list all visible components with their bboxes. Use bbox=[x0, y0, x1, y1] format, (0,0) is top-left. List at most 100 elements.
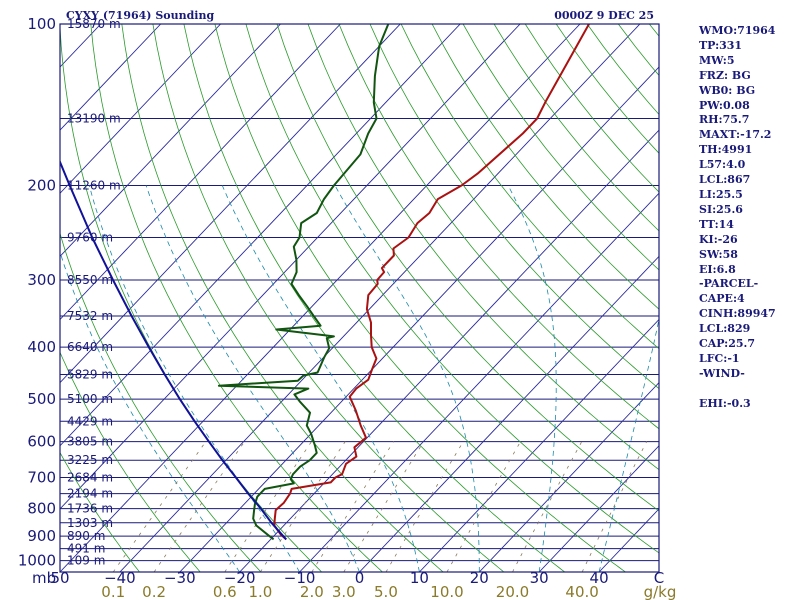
moist-adiabat-line bbox=[60, 250, 241, 572]
index-item bbox=[699, 382, 776, 397]
index-item: LCL:829 bbox=[699, 322, 751, 336]
pressure-tick-label: 100 bbox=[27, 15, 56, 33]
pressure-tick-label: 500 bbox=[27, 390, 56, 408]
mixing-ratio-line bbox=[581, 441, 648, 572]
temperature-tick-label: −10 bbox=[284, 569, 316, 587]
dry-adiabat-line bbox=[276, 24, 659, 512]
height-level-label: 8550 m bbox=[67, 273, 113, 287]
index-item: LCL:867 bbox=[699, 173, 751, 187]
mixing-ratio-line bbox=[385, 441, 464, 572]
mixing-ratio-label: 2.0 bbox=[300, 583, 324, 600]
mixing-ratio-line bbox=[311, 441, 395, 572]
height-level-label: 3225 m bbox=[67, 453, 113, 467]
isotherm-line bbox=[239, 129, 659, 572]
mixing-ratio-line bbox=[260, 441, 346, 572]
height-level-label: 5100 m bbox=[67, 392, 113, 406]
index-item: MW:5 bbox=[699, 53, 735, 67]
index-item: KI:-26 bbox=[699, 232, 738, 246]
isotherm-line bbox=[179, 66, 659, 572]
isotherm-line bbox=[60, 24, 221, 194]
index-item: TP:331 bbox=[699, 38, 743, 52]
pressure-tick-label: 900 bbox=[27, 527, 56, 545]
moist-adiabat-line bbox=[88, 185, 300, 572]
temperature-tick-label: 20 bbox=[470, 569, 489, 587]
pressure-tick-label: 1000 bbox=[18, 552, 56, 570]
moist-adiabat-line bbox=[221, 185, 420, 572]
index-item: TT:14 bbox=[699, 217, 734, 231]
dewpoint-profile bbox=[217, 24, 390, 541]
height-level-label: 109 m bbox=[67, 554, 105, 568]
index-item: SI:25.6 bbox=[699, 202, 743, 216]
index-item: EHI:-0.3 bbox=[699, 396, 751, 410]
height-level-label: 1736 m bbox=[67, 502, 113, 516]
height-level-label: 15870 m bbox=[67, 17, 121, 31]
moist-adiabat-line bbox=[334, 185, 480, 572]
height-level-label: 5829 m bbox=[67, 368, 113, 382]
index-item: LFC:-1 bbox=[699, 351, 740, 365]
parcel-profile bbox=[60, 159, 287, 541]
isotherm-line bbox=[478, 381, 659, 572]
height-level-label: 9760 m bbox=[67, 231, 113, 245]
temperature-tick-label: 40 bbox=[590, 569, 609, 587]
mixing-ratio-label: 1.0 bbox=[248, 583, 272, 600]
isotherm-line bbox=[60, 24, 581, 572]
dry-adiabat-line bbox=[60, 232, 262, 572]
chart-time: 0000Z 9 DEC 25 bbox=[554, 9, 654, 22]
moist-adiabat-line bbox=[507, 185, 557, 572]
mixing-ratio-label: g/kg bbox=[644, 583, 677, 600]
temperature-tick-label: 50 bbox=[50, 569, 69, 587]
height-level-label: 2194 m bbox=[67, 487, 113, 501]
mixing-ratio-line bbox=[512, 441, 583, 572]
chart-title: CYXY (71964) Sounding bbox=[66, 9, 214, 22]
profile-lines bbox=[60, 24, 590, 541]
index-item: RH:75.7 bbox=[699, 113, 750, 127]
pressure-tick-label: 700 bbox=[27, 469, 56, 487]
dry-adiabat-line bbox=[90, 24, 383, 572]
isotherm-line bbox=[60, 24, 281, 258]
sounding-indices-panel: WMO:71964 TP:331 MW:5 FRZ: BG WB0: BG PW:0.08… bbox=[699, 24, 776, 412]
isotherm-line bbox=[538, 445, 659, 572]
pressure-tick-label: 800 bbox=[27, 500, 56, 518]
isotherm-line bbox=[359, 255, 659, 572]
height-level-label: 11260 m bbox=[67, 179, 121, 193]
index-item: CINH:89947 bbox=[699, 307, 776, 321]
dry-adiabat-line bbox=[183, 24, 565, 572]
temperature-profile bbox=[273, 24, 590, 541]
mixing-ratio-line bbox=[224, 441, 312, 572]
dry-adiabat-line bbox=[338, 24, 659, 430]
mixing-ratio-label: 3.0 bbox=[332, 583, 356, 600]
temperature-tick-label: −20 bbox=[224, 569, 256, 587]
height-level-label: 7532 m bbox=[67, 309, 113, 323]
dry-adiabat-line bbox=[245, 24, 659, 554]
index-item: WMO:71964 bbox=[699, 24, 776, 37]
temperature-tick-label: 10 bbox=[410, 569, 429, 587]
index-item: FRZ: BG bbox=[699, 68, 751, 82]
mixing-ratio-label: 20.0 bbox=[496, 583, 529, 600]
dry-adiabat-line bbox=[400, 24, 659, 350]
height-level-label: 890 m bbox=[67, 529, 105, 543]
dry-adiabat-line bbox=[121, 24, 444, 572]
dry-adiabat-line bbox=[307, 24, 659, 471]
pressure-tick-label: 400 bbox=[27, 338, 56, 356]
mixing-ratio-label: 0.6 bbox=[213, 583, 237, 600]
isotherm-line bbox=[419, 318, 659, 572]
mixing-ratio-line bbox=[343, 441, 425, 572]
plot-frame bbox=[59, 23, 660, 573]
height-level-label: 13190 m bbox=[67, 111, 121, 125]
pressure-unit-label: mb bbox=[32, 569, 56, 587]
pressure-tick-label: 600 bbox=[27, 433, 56, 451]
isotherm-line bbox=[60, 24, 461, 447]
dry-adiabat-line bbox=[60, 351, 201, 572]
index-item: MAXT:-17.2 bbox=[699, 128, 772, 142]
dry-adiabat-line bbox=[369, 24, 659, 390]
height-level-label: 6640 m bbox=[67, 340, 113, 354]
height-level-label: 2684 m bbox=[67, 471, 113, 485]
pressure-tick-label: 200 bbox=[27, 177, 56, 195]
isotherm-line bbox=[60, 24, 162, 131]
height-level-label: 1303 m bbox=[67, 516, 113, 530]
isotherm-line bbox=[119, 24, 641, 572]
index-item: PW:0.08 bbox=[699, 98, 750, 112]
isotherm-line bbox=[60, 24, 521, 510]
isotherm-line bbox=[60, 24, 341, 321]
moist-adiabat-line bbox=[145, 185, 360, 572]
